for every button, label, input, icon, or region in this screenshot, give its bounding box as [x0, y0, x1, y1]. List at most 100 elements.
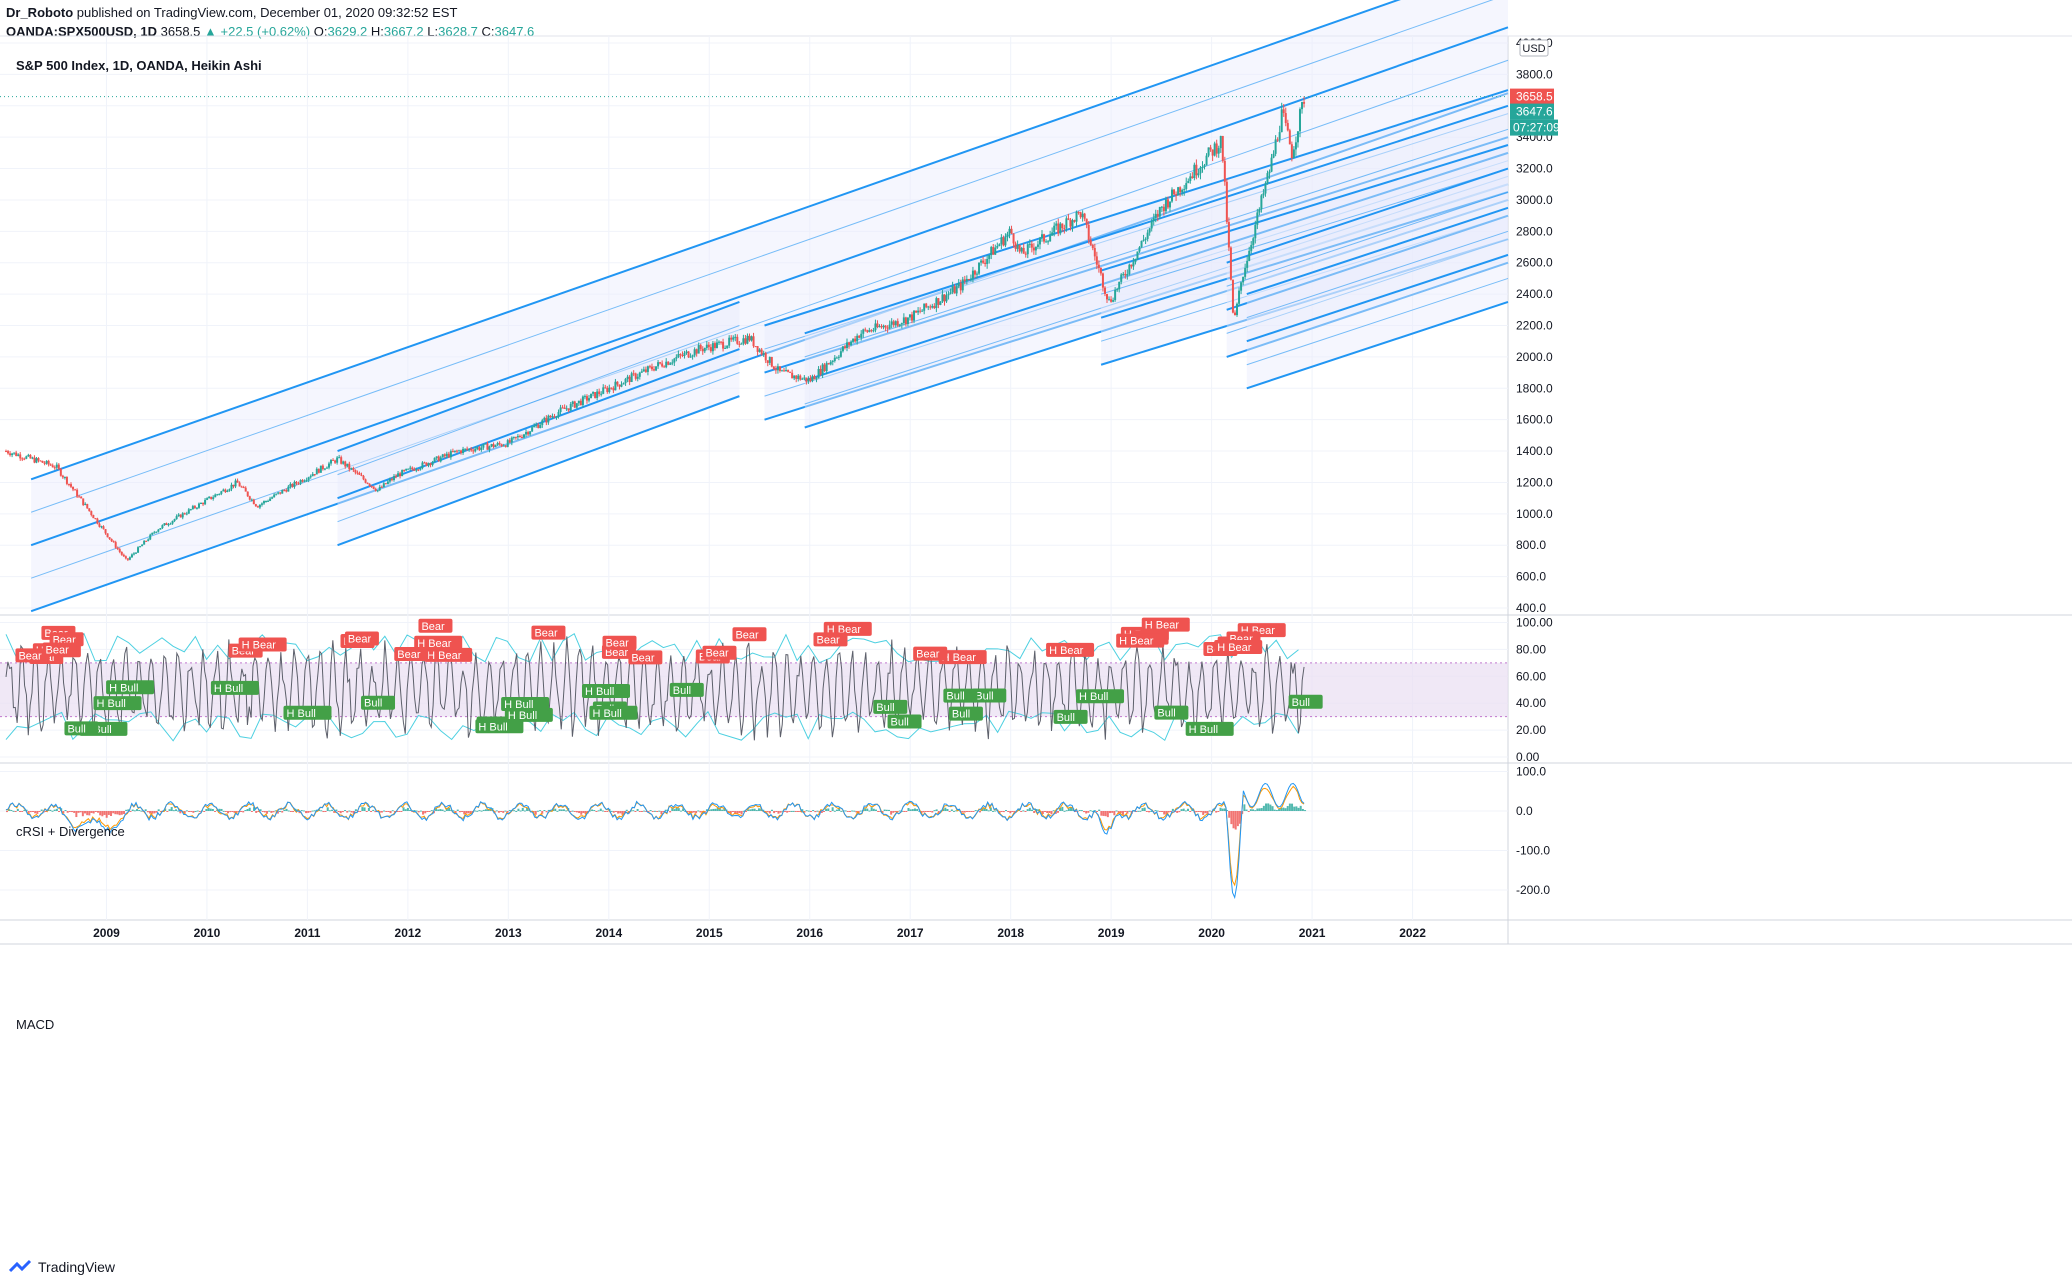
macd-histogram-bar — [536, 810, 539, 812]
macd-histogram-bar — [125, 809, 128, 811]
macd-histogram-bar — [554, 808, 557, 811]
countdown-tag — [1510, 119, 1558, 136]
macd-histogram-bar — [885, 809, 888, 811]
candle-body — [275, 493, 278, 495]
macd-histogram-bar — [955, 810, 958, 812]
candle-body — [94, 518, 97, 520]
candle-body — [845, 342, 848, 349]
candle-body — [114, 542, 117, 548]
candle-body — [736, 336, 739, 344]
candle-body — [504, 445, 507, 447]
candle-body — [965, 278, 968, 282]
macd-histogram-bar — [1041, 811, 1044, 815]
macd-histogram-bar — [270, 811, 273, 813]
candle-body — [590, 393, 593, 399]
candle-body — [1038, 237, 1041, 245]
macd-histogram-bar — [283, 809, 286, 811]
candle-body — [675, 357, 678, 359]
candle-body — [49, 464, 52, 466]
macd-histogram-bar — [456, 809, 459, 811]
macd-histogram-bar — [985, 808, 988, 811]
macd-histogram-bar — [389, 811, 392, 814]
macd-histogram-bar — [560, 809, 563, 811]
macd-histogram-bar — [634, 811, 637, 812]
macd-pane — [5, 782, 1307, 900]
macd-histogram-bar — [248, 807, 251, 811]
candle-body — [819, 368, 822, 375]
macd-histogram-bar — [571, 810, 574, 812]
candle-body — [443, 454, 446, 457]
candle-body — [569, 403, 572, 411]
macd-histogram-bar — [504, 810, 507, 812]
macd-histogram-bar — [1299, 805, 1302, 811]
candle-body — [39, 460, 42, 462]
bear-label-tag — [15, 648, 50, 663]
candle-body — [1103, 287, 1106, 294]
footer-brand[interactable]: TradingView — [8, 1259, 115, 1275]
candle-body — [451, 451, 454, 453]
bear-label-text: Bear — [348, 633, 372, 645]
channel-line — [804, 198, 1509, 429]
macd-histogram-bar — [146, 811, 149, 813]
candle-body — [693, 349, 696, 356]
candle-body — [1248, 250, 1251, 261]
macd-histogram-bar — [562, 809, 565, 811]
candle-body — [718, 341, 721, 343]
author-name[interactable]: Dr_Roboto — [6, 5, 74, 20]
candle-body — [835, 357, 838, 359]
candle-body — [419, 468, 422, 470]
candle-body — [74, 489, 77, 491]
channel-line — [30, 26, 1509, 547]
candle-body — [474, 449, 477, 452]
channel-line — [764, 160, 1509, 397]
macd-histogram-bar — [937, 811, 940, 815]
y-tick-label: 1600.0 — [1516, 413, 1553, 427]
candle-body — [1197, 173, 1200, 176]
candle-body — [699, 345, 702, 349]
macd-histogram-bar — [625, 809, 628, 811]
macd-histogram-bar — [1239, 811, 1242, 824]
macd-histogram-bar — [266, 811, 269, 814]
macd-histogram-bar — [454, 811, 457, 814]
macd-histogram-bar — [320, 810, 323, 812]
candle-body — [395, 476, 398, 478]
candle-body — [1286, 123, 1289, 131]
macd-histogram-bar — [1171, 808, 1174, 811]
macd-histogram-bar — [580, 811, 583, 815]
candle-body — [417, 469, 420, 471]
candle-body — [896, 321, 899, 326]
macd-histogram-bar — [1265, 803, 1268, 811]
candle-body — [1144, 238, 1147, 240]
macd-histogram-bar — [729, 811, 732, 814]
macd-line — [5, 782, 1305, 900]
macd-histogram-bar — [361, 807, 364, 811]
candle-body — [581, 396, 584, 406]
bear-label-tag — [602, 635, 637, 650]
bull-label-text: Bull — [1292, 697, 1310, 709]
macd-histogram-bar — [1208, 810, 1211, 812]
macd-histogram-bar — [905, 811, 908, 812]
candle-body — [705, 344, 708, 348]
bull-label-text: H Bull — [109, 682, 138, 694]
y-tick-label: 1800.0 — [1516, 381, 1553, 395]
y-tick-label: 2200.0 — [1516, 319, 1553, 333]
macd-histogram-bar — [517, 808, 520, 811]
candle-body — [43, 462, 46, 464]
crsi-line — [5, 636, 1305, 741]
candle-body — [313, 474, 316, 476]
candle-body — [1246, 260, 1249, 268]
candle-body — [397, 473, 400, 477]
macd-histogram-bar — [101, 811, 104, 817]
macd-tick-label: -100.0 — [1516, 844, 1550, 858]
candle-body — [88, 508, 91, 512]
candle-body — [555, 416, 558, 418]
candle-body — [317, 468, 320, 473]
close-label: C: — [481, 24, 495, 39]
macd-histogram-bar — [736, 811, 739, 814]
macd-histogram-bar — [300, 810, 303, 812]
macd-histogram-bar — [647, 811, 650, 812]
macd-histogram-bar — [534, 811, 537, 815]
candle-body — [1148, 228, 1151, 233]
candle-body — [307, 477, 310, 480]
